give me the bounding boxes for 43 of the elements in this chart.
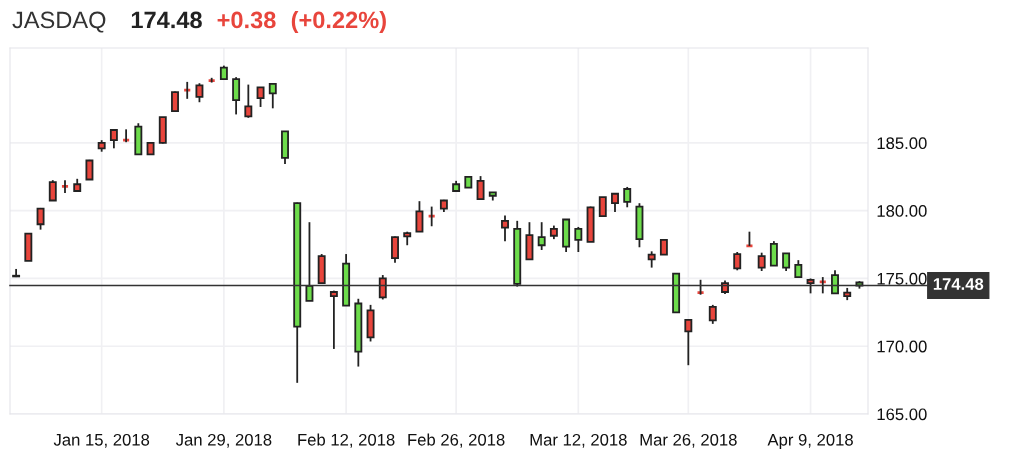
- candlestick: [195, 82, 204, 104]
- candlestick: [708, 303, 717, 325]
- text: (+0.22%): [291, 11, 386, 33]
- candlestick: [476, 175, 485, 201]
- text: +0.38: [217, 11, 276, 29]
- candlestick: [611, 192, 619, 213]
- candlestick: [574, 226, 583, 253]
- candlestick: [733, 251, 742, 272]
- candlestick: [378, 274, 387, 301]
- y-tick-label: 180.00: [877, 205, 927, 217]
- candlestick: [415, 200, 424, 233]
- candlestick: [48, 179, 57, 202]
- candlestick: [537, 221, 546, 251]
- candlestick: [329, 289, 338, 350]
- candlestick: [757, 251, 766, 272]
- candlestick: [598, 196, 607, 217]
- x-tick-label: Jan 15, 2018: [53, 433, 150, 448]
- candlestick: [501, 214, 509, 243]
- candlestick: [623, 186, 632, 209]
- candlestick: [109, 128, 118, 150]
- candlestick: [232, 76, 241, 116]
- x-tick-label: Jan 29, 2018: [175, 433, 272, 448]
- y-tick-label: 165.00: [877, 408, 927, 421]
- x-tick-label: Feb 26, 2018: [408, 433, 505, 448]
- candlestick: [268, 82, 277, 110]
- y-tick-label: 170.00: [877, 340, 927, 353]
- candlestick: [256, 86, 265, 108]
- candlestick: [684, 318, 693, 367]
- x-tick-label: Mar 12, 2018: [530, 433, 627, 448]
- candlestick: [305, 221, 314, 302]
- x-tick-label: Mar 26, 2018: [640, 433, 737, 448]
- candlestick: [171, 90, 179, 112]
- candlestick: [769, 240, 778, 267]
- text: 174.48: [131, 11, 202, 29]
- chart-title: JASDAQ: [12, 11, 106, 33]
- y-tick-label: 185.00: [877, 137, 927, 150]
- candlestick: [831, 269, 839, 295]
- candlestick: [391, 235, 399, 264]
- y-tick-label: 175.00: [877, 272, 927, 285]
- ref-line-label: 174.48: [933, 278, 984, 290]
- x-tick-label: Feb 12, 2018: [298, 433, 395, 448]
- x-tick-label: Apr 9, 2018: [767, 433, 853, 449]
- candlestick: [244, 83, 253, 119]
